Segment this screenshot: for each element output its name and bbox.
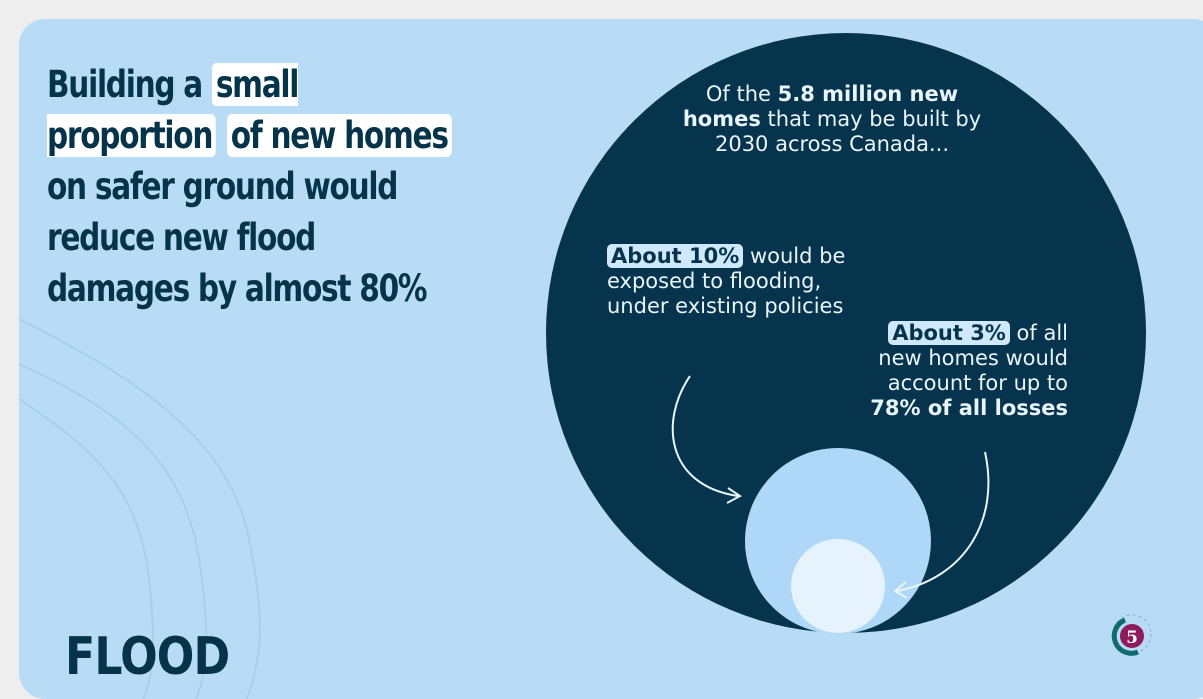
headline-part-2: on safer ground would reduce new flood d… [47,165,428,310]
headline: Building a small proportion of new homes… [47,59,463,314]
headline-part-1: Building a [47,63,212,106]
middle-circle-text: About 10% would be exposed to flooding, … [607,244,847,319]
headline-highlight-2: of new homes [226,114,452,157]
logo-number: 5 [1126,628,1138,648]
outer-text-bold: 5.8 million new homes [682,82,959,131]
arrowhead-inner [893,581,908,599]
nested-circles-diagram [546,33,1146,634]
outer-text-pre: Of the [705,82,778,106]
inner-text-bold: 78% of all losses [870,396,1068,420]
outer-text-post: that may be built by 2030 across Canada.… [714,107,982,156]
three-percent-badge: About 3% [888,321,1010,345]
inner-circle [791,539,885,633]
ten-percent-badge: About 10% [607,244,744,268]
outer-circle-text: Of the 5.8 million new homes that may be… [682,82,982,157]
outer-circle [546,33,1146,633]
inner-text-mid: of all new homes would account for up to [878,321,1068,395]
arrowhead-middle [726,487,742,504]
middle-text-rest: would be exposed to flooding, under exis… [607,244,846,318]
inner-circle-text: About 3% of all new homes would account … [843,321,1068,421]
arrow-to-inner-circle [896,451,990,592]
arrow-to-middle-circle [671,375,739,497]
circle-five-logo-icon: 5 [1111,614,1152,656]
